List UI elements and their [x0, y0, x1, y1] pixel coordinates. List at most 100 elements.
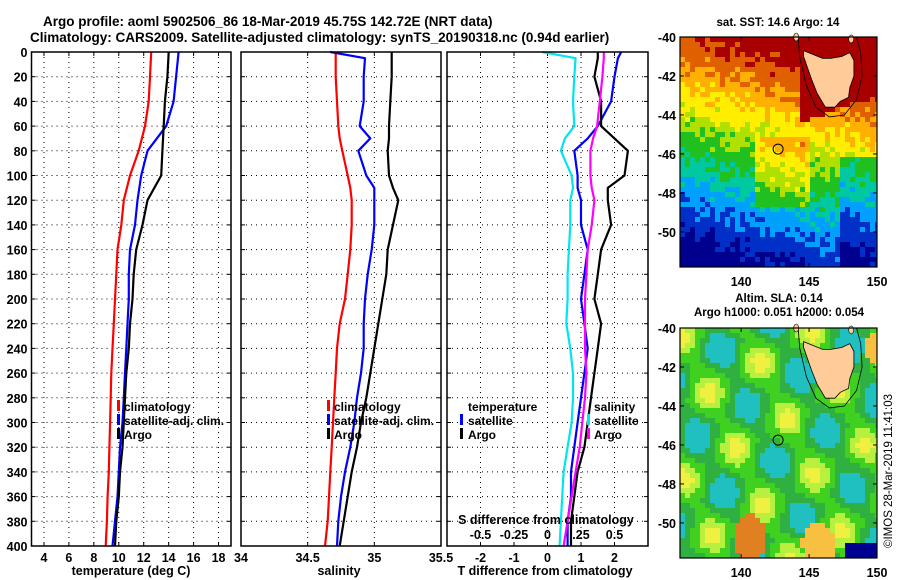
map-cell — [810, 458, 815, 463]
y-tick-label: 0 — [21, 46, 28, 60]
map-cell — [780, 513, 785, 518]
map-cell — [875, 262, 877, 267]
map-cell — [710, 408, 715, 413]
map-cell — [840, 212, 845, 217]
map-cell — [780, 77, 785, 82]
map-cell — [785, 358, 790, 363]
map-cell — [690, 543, 695, 548]
map-cell — [860, 533, 865, 538]
map-cell — [755, 333, 760, 338]
lat-tick-label: -44 — [658, 400, 676, 414]
map-cell — [845, 423, 850, 428]
map-cell — [865, 363, 870, 368]
map-cell — [855, 408, 860, 413]
map-cell — [755, 398, 760, 403]
map-cell — [735, 247, 740, 252]
salinity-x-tick-label: -0.25 — [500, 528, 529, 542]
map-cell — [775, 333, 780, 338]
map-cell — [750, 202, 755, 207]
map-cell — [780, 132, 785, 137]
map-cell — [755, 338, 760, 343]
map-cell — [870, 197, 875, 202]
map-cell — [790, 77, 795, 82]
map-cell — [850, 388, 855, 393]
map-cell — [710, 47, 715, 52]
map-cell — [855, 398, 860, 403]
map-cell — [700, 518, 705, 523]
map-cell — [830, 157, 835, 162]
map-cell — [705, 453, 710, 458]
map-cell — [825, 257, 830, 262]
map-cell — [830, 408, 835, 413]
map-cell — [830, 37, 835, 42]
map-cell — [780, 518, 785, 523]
map-cell — [765, 97, 770, 102]
map-cell — [735, 182, 740, 187]
map-cell — [780, 438, 785, 443]
map-cell — [710, 388, 715, 393]
map-cell — [680, 97, 685, 102]
map-cell — [760, 167, 765, 172]
map-cell — [755, 418, 760, 423]
map-cell — [755, 82, 760, 87]
map-cell — [705, 192, 710, 197]
map-cell — [755, 227, 760, 232]
map-cell — [760, 212, 765, 217]
map-cell — [730, 478, 735, 483]
map-cell — [680, 252, 685, 257]
map-cell — [805, 42, 810, 47]
map-cell — [760, 222, 765, 227]
map-cell — [790, 503, 795, 508]
map-cell — [840, 428, 845, 433]
map-cell — [850, 343, 855, 348]
map-cell — [760, 353, 765, 358]
map-cell — [840, 252, 845, 257]
map-cell — [695, 117, 700, 122]
map-cell — [840, 187, 845, 192]
y-tick-label: 280 — [7, 392, 28, 406]
map-cell — [725, 217, 730, 222]
map-cell — [805, 112, 810, 117]
map-cell — [750, 187, 755, 192]
map-cell — [855, 192, 860, 197]
map-cell — [680, 528, 685, 533]
map-cell — [865, 538, 870, 543]
map-cell — [680, 92, 685, 97]
map-cell — [685, 513, 690, 518]
map-cell — [825, 197, 830, 202]
map-cell — [795, 498, 800, 503]
map-cell — [740, 242, 745, 247]
map-cell — [825, 137, 830, 142]
map-cell — [680, 257, 685, 262]
map-cell — [770, 503, 775, 508]
map-cell — [815, 393, 820, 398]
map-cell — [815, 112, 820, 117]
map-cell — [730, 82, 735, 87]
map-cell — [855, 473, 860, 478]
map-cell — [745, 107, 750, 112]
x-tick-label: 34.5 — [295, 551, 319, 565]
map-cell — [825, 202, 830, 207]
map-cell — [870, 92, 875, 97]
map-cell — [740, 423, 745, 428]
map-cell — [720, 503, 725, 508]
map-cell — [705, 543, 710, 548]
map-cell — [845, 543, 850, 548]
map-cell — [760, 363, 765, 368]
map-cell — [855, 468, 860, 473]
map-cell — [810, 483, 815, 488]
map-cell — [695, 97, 700, 102]
map-cell — [860, 157, 865, 162]
map-cell — [710, 348, 715, 353]
map-cell — [800, 548, 805, 553]
map-cell — [790, 428, 795, 433]
map-cell — [820, 182, 825, 187]
map-cell — [745, 528, 750, 533]
map-cell — [795, 167, 800, 172]
map-cell — [705, 338, 710, 343]
map-cell — [730, 102, 735, 107]
map-cell — [765, 147, 770, 152]
y-tick-label: 220 — [7, 318, 28, 332]
map-cell — [865, 67, 870, 72]
map-cell — [710, 398, 715, 403]
